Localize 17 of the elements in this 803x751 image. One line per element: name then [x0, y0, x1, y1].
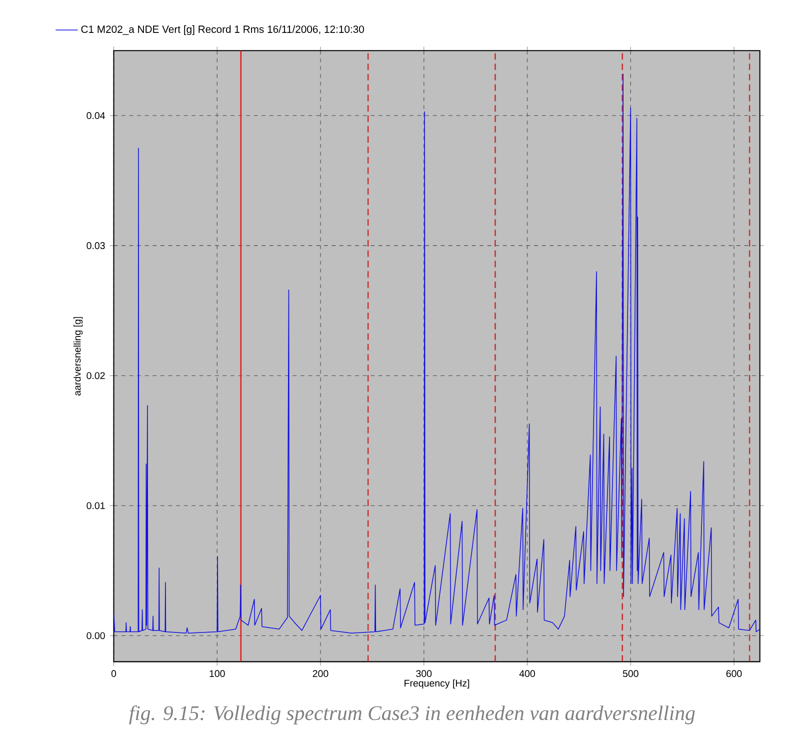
x-tick-label: 300 [416, 670, 432, 677]
x-tick-label: 500 [622, 670, 638, 677]
x-tick-label: 600 [726, 670, 742, 677]
x-tick-label: 100 [210, 670, 225, 677]
x-tick-label: 0 [111, 670, 116, 677]
y-tick-label: 0.01 [86, 502, 105, 510]
x-tick-label: 400 [519, 670, 535, 677]
y-tick-label: 0.00 [86, 632, 105, 640]
x-axis-title: Frequency [Hz] [404, 679, 470, 688]
y-tick-label: 0.04 [86, 112, 105, 119]
y-tick-label: 0.02 [86, 372, 105, 379]
caption: fig. 9.15: Volledig spectrum Case3 in eenheden van aardversnelling [129, 705, 695, 724]
line-series [114, 74, 760, 634]
y-axis-title: aardversnelling [g] [74, 317, 83, 396]
y-tick-label: 0.03 [86, 242, 105, 249]
legend-label: C1 M202_a NDE Vert [g] Record 1 Rms 16/11/2006, 12:10:30 [81, 25, 364, 35]
x-tick-label: 200 [312, 670, 328, 677]
